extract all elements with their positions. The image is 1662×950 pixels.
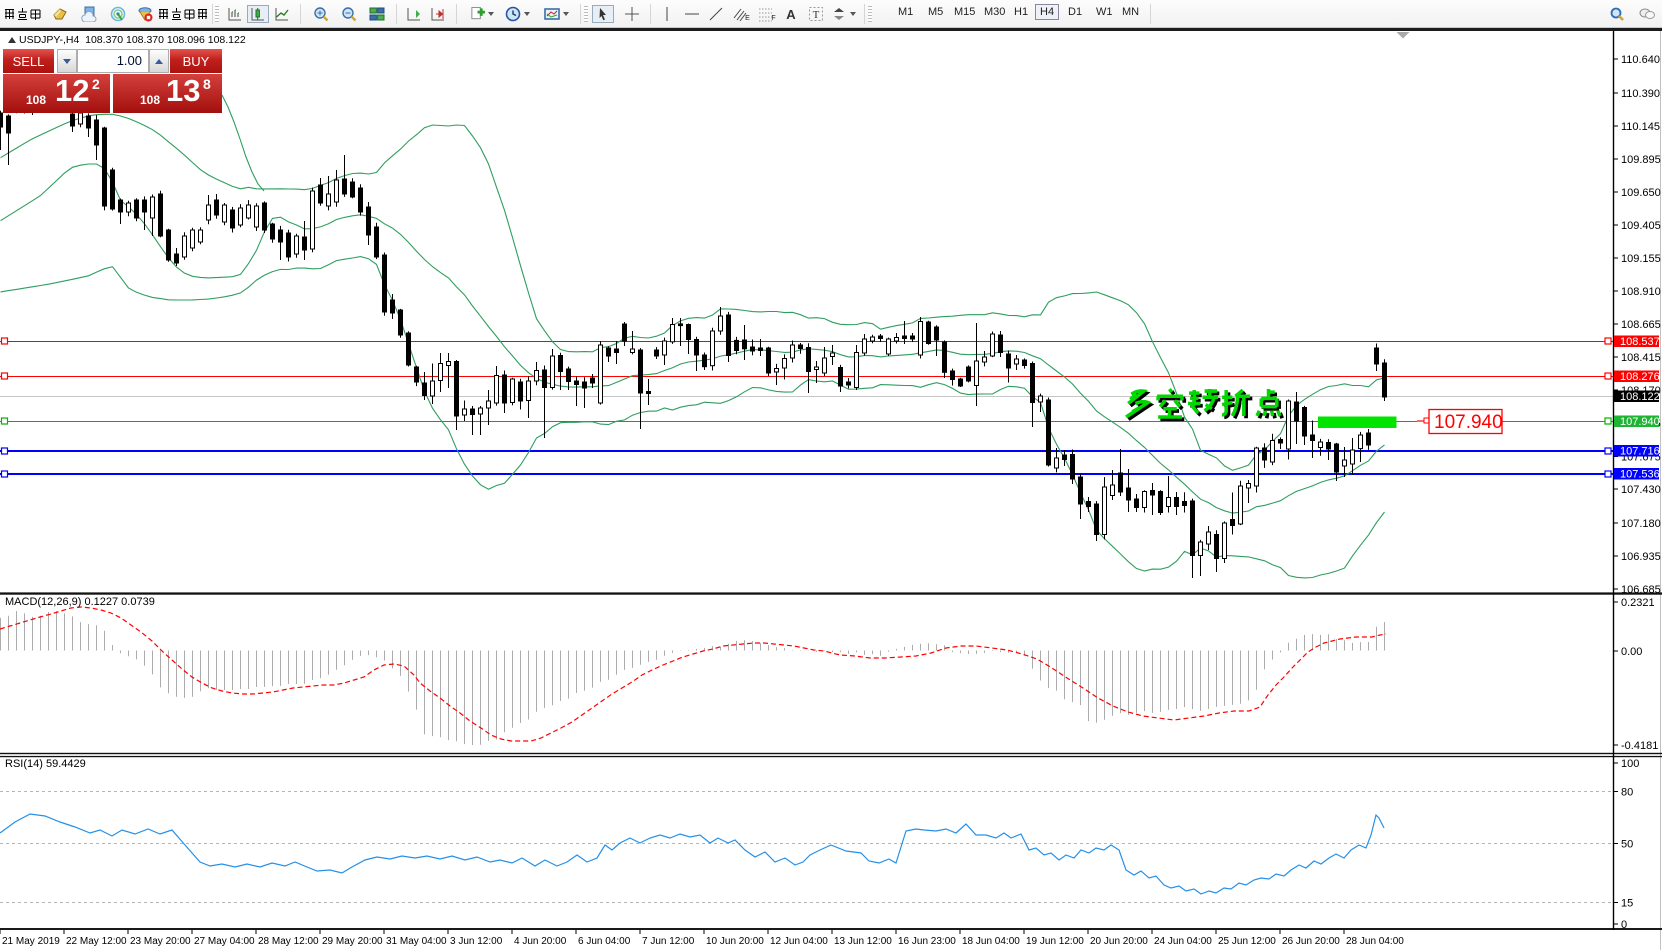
svg-text:107.940: 107.940 [1434, 412, 1503, 433]
svg-text:21 May 2019: 21 May 2019 [2, 936, 60, 947]
svg-text:3 Jun 12:00: 3 Jun 12:00 [450, 936, 503, 947]
svg-text:4 Jun 20:00: 4 Jun 20:00 [514, 936, 567, 947]
svg-text:MACD(12,26,9) 0.1227 0.0739: MACD(12,26,9) 0.1227 0.0739 [5, 596, 155, 608]
svg-text:106.935: 106.935 [1621, 551, 1661, 563]
svg-text:12 Jun 04:00: 12 Jun 04:00 [770, 936, 828, 947]
svg-text:50: 50 [1621, 839, 1633, 851]
svg-text:110.390: 110.390 [1621, 88, 1660, 100]
svg-text:107.430: 107.430 [1621, 484, 1661, 496]
svg-text:29 May 20:00: 29 May 20:00 [322, 936, 383, 947]
svg-text:109.155: 109.155 [1621, 253, 1661, 265]
svg-text:80: 80 [1621, 787, 1633, 799]
svg-text:107.536: 107.536 [1620, 468, 1660, 480]
svg-text:107.940: 107.940 [1620, 416, 1660, 428]
svg-text:25 Jun 12:00: 25 Jun 12:00 [1218, 936, 1276, 947]
svg-text:100: 100 [1621, 758, 1639, 770]
svg-text:109.405: 109.405 [1621, 220, 1661, 232]
svg-text:109.895: 109.895 [1621, 154, 1661, 166]
svg-text:22 May 12:00: 22 May 12:00 [66, 936, 127, 947]
svg-text:28 Jun 04:00: 28 Jun 04:00 [1346, 936, 1404, 947]
svg-text:108.910: 108.910 [1621, 286, 1661, 298]
svg-text:20 Jun 20:00: 20 Jun 20:00 [1090, 936, 1148, 947]
svg-text:7 Jun 12:00: 7 Jun 12:00 [642, 936, 695, 947]
svg-text:23 May 20:00: 23 May 20:00 [130, 936, 191, 947]
svg-text:106.685: 106.685 [1621, 584, 1661, 596]
svg-text:0.00: 0.00 [1621, 646, 1642, 658]
svg-text:T: T [813, 9, 820, 21]
svg-text:13 Jun 12:00: 13 Jun 12:00 [834, 936, 892, 947]
svg-text:24 Jun 04:00: 24 Jun 04:00 [1154, 936, 1212, 947]
svg-text:-0.4181: -0.4181 [1621, 740, 1658, 752]
svg-text:19 Jun 12:00: 19 Jun 12:00 [1026, 936, 1084, 947]
svg-text:6 Jun 04:00: 6 Jun 04:00 [578, 936, 631, 947]
svg-text:0.2321: 0.2321 [1621, 597, 1655, 609]
svg-text:15: 15 [1621, 898, 1633, 910]
svg-text:109.650: 109.650 [1621, 187, 1661, 199]
svg-text:107.180: 107.180 [1621, 518, 1661, 530]
svg-text:107.716: 107.716 [1620, 445, 1660, 457]
svg-text:31 May 04:00: 31 May 04:00 [386, 936, 447, 947]
svg-text:0: 0 [1621, 919, 1627, 931]
svg-text:RSI(14) 59.4429: RSI(14) 59.4429 [5, 758, 86, 770]
svg-text:27 May 04:00: 27 May 04:00 [194, 936, 255, 947]
svg-text:110.145: 110.145 [1621, 121, 1660, 133]
svg-text:18 Jun 04:00: 18 Jun 04:00 [962, 936, 1020, 947]
svg-text:10 Jun 20:00: 10 Jun 20:00 [706, 936, 764, 947]
svg-text:108.122: 108.122 [1620, 391, 1660, 403]
svg-text:110.640: 110.640 [1621, 54, 1660, 66]
svg-text:16 Jun 23:00: 16 Jun 23:00 [898, 936, 956, 947]
svg-text:28 May 12:00: 28 May 12:00 [258, 936, 319, 947]
svg-text:108.665: 108.665 [1621, 319, 1661, 331]
svg-text:108.415: 108.415 [1621, 352, 1661, 364]
svg-text:108.537: 108.537 [1620, 336, 1660, 348]
svg-text:108.276: 108.276 [1620, 371, 1660, 383]
svg-text:26 Jun 20:00: 26 Jun 20:00 [1282, 936, 1340, 947]
